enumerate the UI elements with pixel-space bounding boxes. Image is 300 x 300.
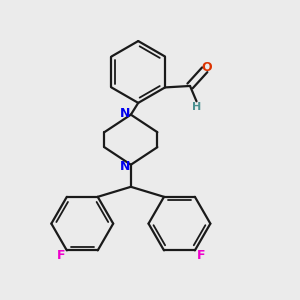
Text: H: H [193, 102, 202, 112]
Text: N: N [120, 160, 131, 173]
Text: O: O [202, 61, 212, 74]
Text: F: F [196, 249, 205, 262]
Text: F: F [57, 249, 65, 262]
Text: N: N [120, 107, 131, 120]
